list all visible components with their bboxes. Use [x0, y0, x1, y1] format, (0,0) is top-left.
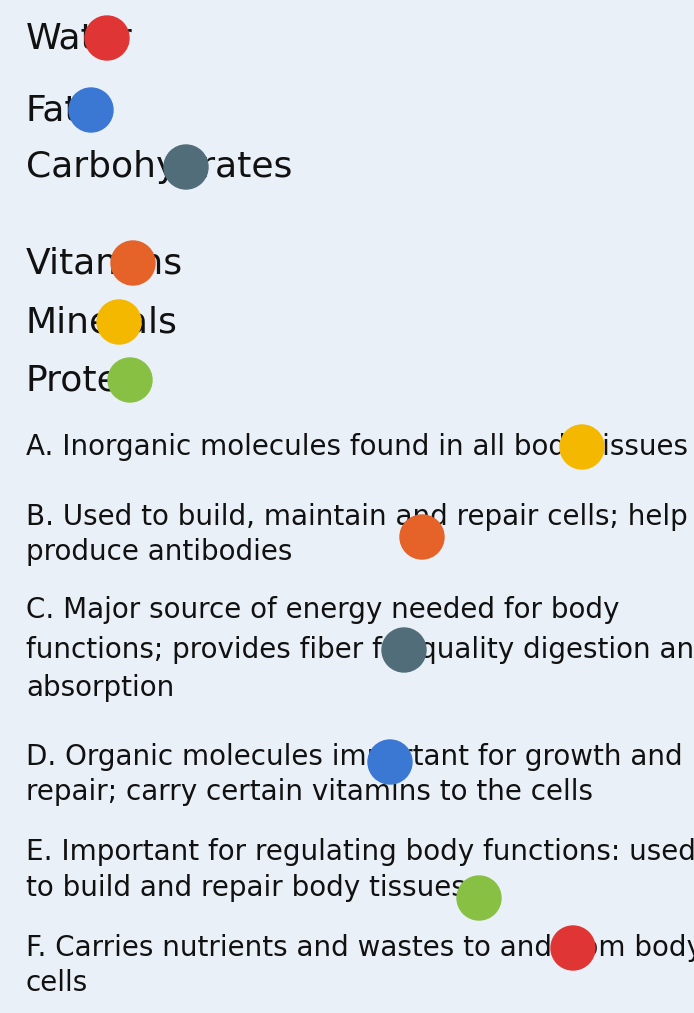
Circle shape — [69, 88, 113, 132]
Text: D. Organic molecules important for growth and: D. Organic molecules important for growt… — [26, 743, 683, 771]
Text: B. Used to build, maintain and repair cells; help: B. Used to build, maintain and repair ce… — [26, 503, 688, 531]
Text: repair; carry certain vitamins to the cells: repair; carry certain vitamins to the ce… — [26, 778, 593, 806]
Text: A. Inorganic molecules found in all body tissues: A. Inorganic molecules found in all body… — [26, 433, 688, 461]
Text: Vitamins: Vitamins — [26, 246, 183, 280]
Text: Protein: Protein — [26, 363, 153, 397]
Circle shape — [111, 241, 155, 285]
Text: Water: Water — [26, 21, 133, 55]
Circle shape — [97, 300, 141, 344]
Text: to build and repair body tissues: to build and repair body tissues — [26, 874, 466, 902]
Text: cells: cells — [26, 969, 88, 997]
Text: absorption: absorption — [26, 674, 174, 702]
Circle shape — [164, 145, 208, 189]
Circle shape — [108, 358, 152, 402]
Circle shape — [560, 425, 604, 469]
Text: E. Important for regulating body functions: used: E. Important for regulating body functio… — [26, 838, 694, 866]
Text: F. Carries nutrients and wastes to and from body: F. Carries nutrients and wastes to and f… — [26, 934, 694, 962]
Text: Minerals: Minerals — [26, 305, 178, 339]
Circle shape — [400, 515, 444, 559]
Circle shape — [382, 628, 426, 672]
Text: Carbohydrates: Carbohydrates — [26, 150, 292, 184]
Circle shape — [551, 926, 595, 970]
Circle shape — [368, 741, 412, 784]
Text: Fats: Fats — [26, 93, 99, 127]
Text: functions; provides fiber for quality digestion and: functions; provides fiber for quality di… — [26, 636, 694, 664]
Text: produce antibodies: produce antibodies — [26, 538, 292, 566]
Circle shape — [457, 876, 501, 920]
Circle shape — [85, 16, 129, 60]
Text: C. Major source of energy needed for body: C. Major source of energy needed for bod… — [26, 596, 619, 624]
